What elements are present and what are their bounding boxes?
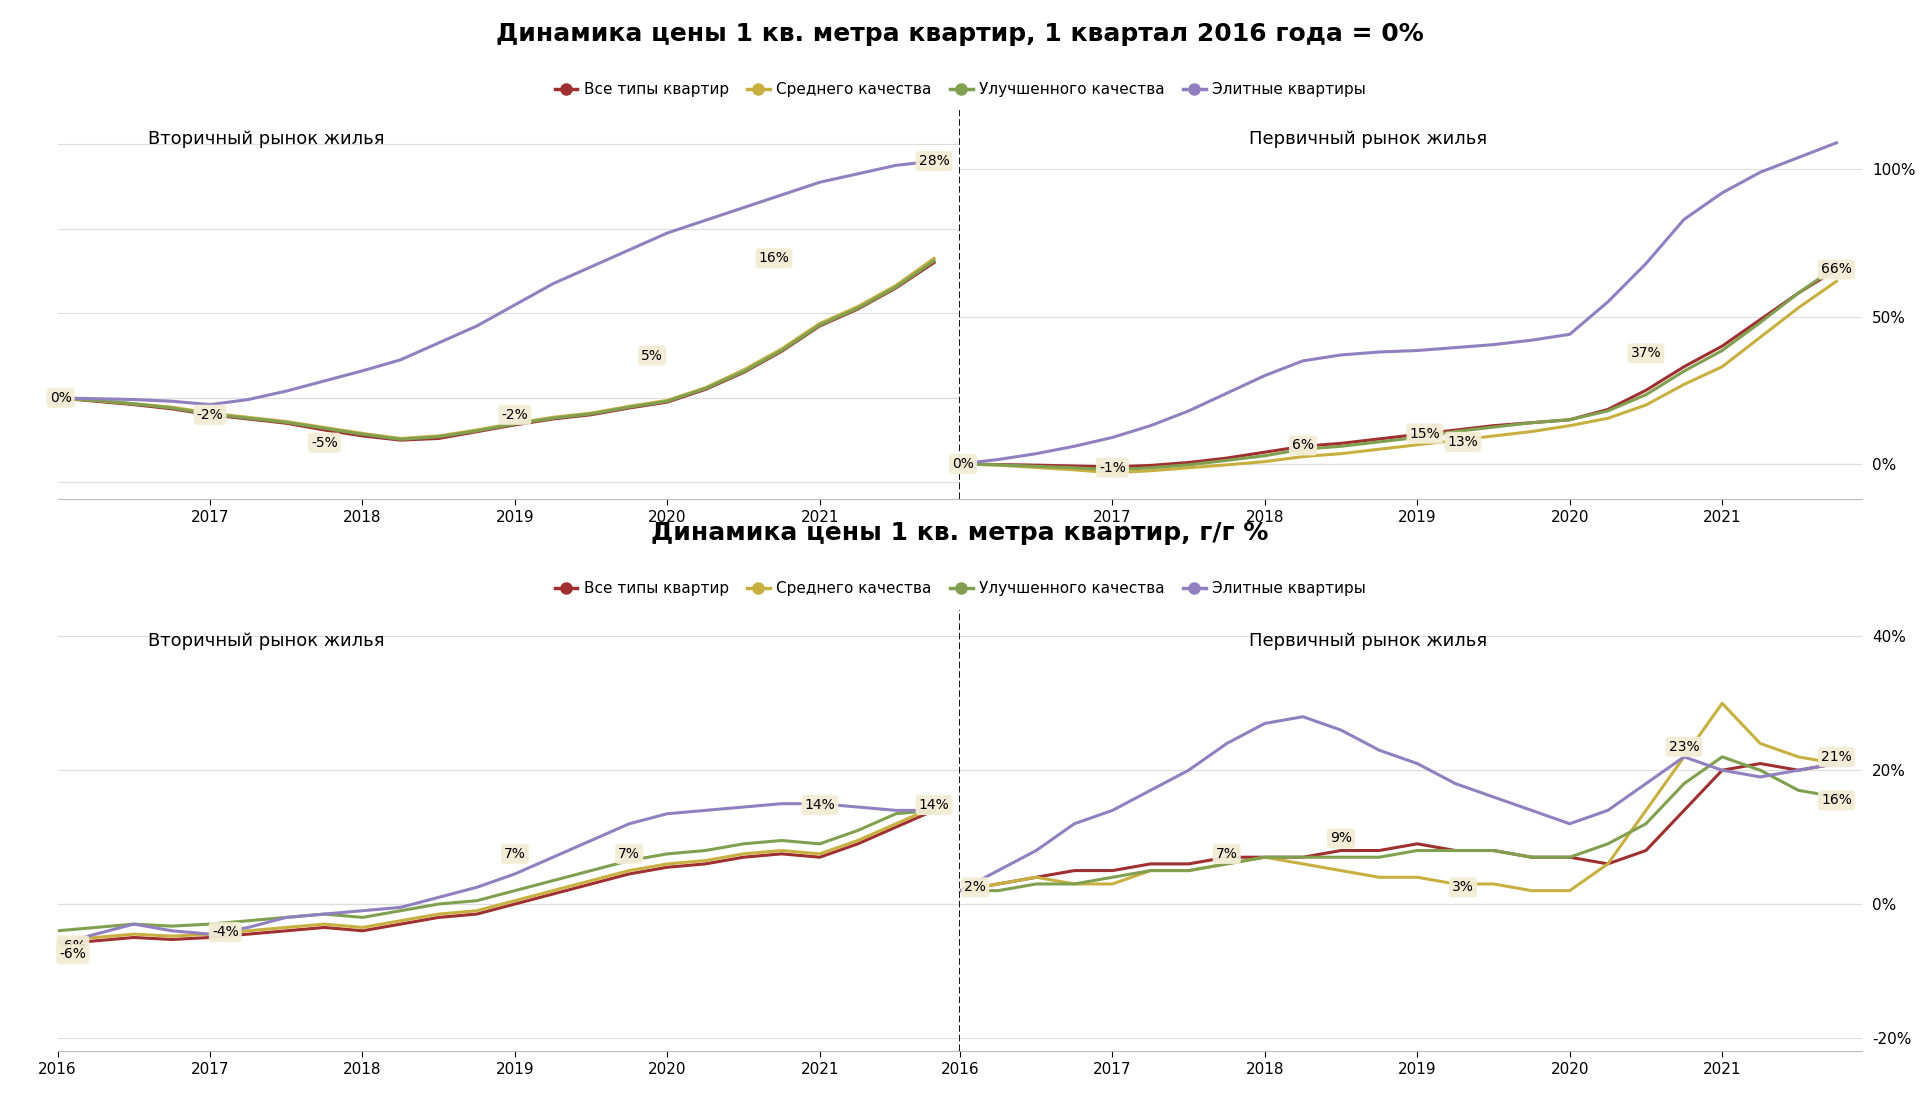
Text: Вторичный рынок жилья: Вторичный рынок жилья xyxy=(148,130,384,148)
Text: Вторичный рынок жилья: Вторичный рынок жилья xyxy=(148,632,384,649)
Text: 7%: 7% xyxy=(618,846,639,861)
Text: -6%: -6% xyxy=(60,938,86,953)
Text: 14%: 14% xyxy=(804,798,835,812)
Text: Динамика цены 1 кв. метра квартир, 1 квартал 2016 года = 0%: Динамика цены 1 кв. метра квартир, 1 ква… xyxy=(495,22,1425,46)
Text: -2%: -2% xyxy=(196,407,223,422)
Text: 15%: 15% xyxy=(1409,427,1440,440)
Text: 37%: 37% xyxy=(1630,346,1661,360)
Text: 16%: 16% xyxy=(758,252,789,265)
Text: 28%: 28% xyxy=(918,154,950,169)
Text: Динамика цены 1 кв. метра квартир, г/г %: Динамика цены 1 кв. метра квартир, г/г % xyxy=(651,521,1269,545)
Text: 14%: 14% xyxy=(918,798,950,812)
Text: 16%: 16% xyxy=(1820,794,1853,807)
Text: 21%: 21% xyxy=(1820,750,1853,764)
Text: -2%: -2% xyxy=(501,407,528,422)
Text: 0%: 0% xyxy=(50,391,71,405)
Text: 7%: 7% xyxy=(1215,846,1238,861)
Text: -5%: -5% xyxy=(311,436,338,450)
Text: 3%: 3% xyxy=(1452,880,1475,895)
Text: 7%: 7% xyxy=(503,846,526,861)
Text: 5%: 5% xyxy=(641,348,662,362)
Text: 23%: 23% xyxy=(1668,740,1699,753)
Text: -4%: -4% xyxy=(211,925,238,940)
Text: Первичный рынок жилья: Первичный рынок жилья xyxy=(1248,130,1486,148)
Legend: Все типы квартир, Среднего качества, Улучшенного качества, Элитные квартиры: Все типы квартир, Среднего качества, Улу… xyxy=(549,575,1371,602)
Text: -6%: -6% xyxy=(60,947,86,961)
Text: -1%: -1% xyxy=(1098,461,1125,475)
Text: 9%: 9% xyxy=(1331,831,1352,845)
Text: 66%: 66% xyxy=(1820,263,1853,277)
Text: 6%: 6% xyxy=(1292,438,1313,452)
Text: 13%: 13% xyxy=(1448,435,1478,449)
Legend: Все типы квартир, Среднего качества, Улучшенного качества, Элитные квартиры: Все типы квартир, Среднего качества, Улу… xyxy=(549,76,1371,103)
Text: 0%: 0% xyxy=(952,457,973,471)
Text: Первичный рынок жилья: Первичный рынок жилья xyxy=(1248,632,1486,649)
Text: 2%: 2% xyxy=(964,880,987,895)
